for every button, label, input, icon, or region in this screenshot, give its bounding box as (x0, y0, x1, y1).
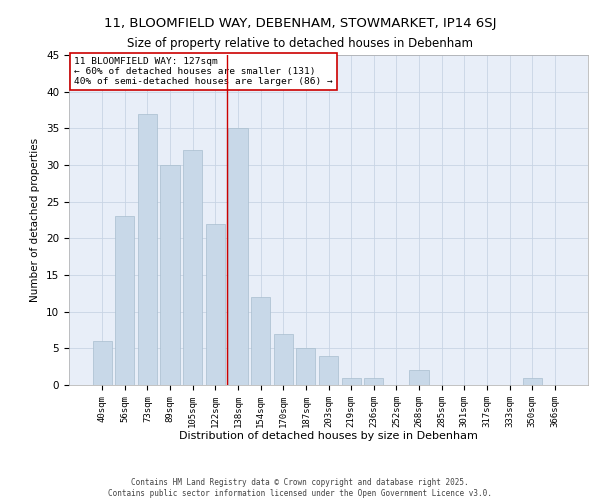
Text: 11 BLOOMFIELD WAY: 127sqm
← 60% of detached houses are smaller (131)
40% of semi: 11 BLOOMFIELD WAY: 127sqm ← 60% of detac… (74, 56, 333, 86)
Bar (319, 356, 338, 385)
X-axis label: Distribution of detached houses by size in Debenham: Distribution of detached houses by size … (179, 431, 478, 441)
Y-axis label: Number of detached properties: Number of detached properties (31, 138, 40, 302)
Bar (409, 370, 428, 385)
Bar (274, 334, 293, 385)
Bar (523, 378, 542, 385)
Text: 11, BLOOMFIELD WAY, DEBENHAM, STOWMARKET, IP14 6SJ: 11, BLOOMFIELD WAY, DEBENHAM, STOWMARKET… (104, 18, 496, 30)
Bar (206, 224, 225, 385)
Bar (364, 378, 383, 385)
Text: Contains HM Land Registry data © Crown copyright and database right 2025.
Contai: Contains HM Land Registry data © Crown c… (108, 478, 492, 498)
Bar (251, 297, 270, 385)
Bar (183, 150, 202, 385)
Bar (160, 165, 180, 385)
Bar (92, 341, 112, 385)
Bar (229, 128, 248, 385)
Bar (115, 216, 134, 385)
Bar (296, 348, 316, 385)
Text: Size of property relative to detached houses in Debenham: Size of property relative to detached ho… (127, 38, 473, 51)
Bar (138, 114, 157, 385)
Bar (341, 378, 361, 385)
